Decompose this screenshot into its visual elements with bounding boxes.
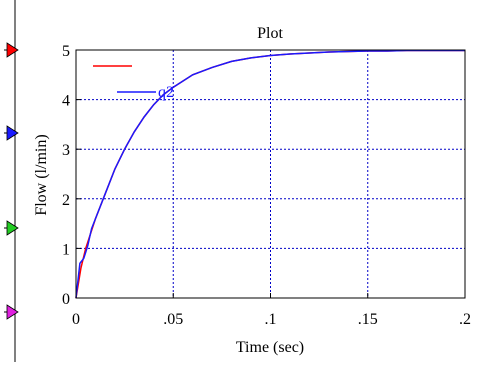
axis-tick-labels: 0 .05 .1 .15 .2 0 1 2 3 4 5: [62, 43, 471, 328]
grid-lines: [76, 50, 465, 298]
legend: q2: [93, 65, 174, 101]
legend-label-q2: q2: [158, 84, 174, 101]
x-axis-title: Time (sec): [236, 339, 304, 356]
y-tick-label: 4: [62, 93, 70, 110]
port-green-arrow-icon[interactable]: [6, 220, 19, 236]
port-magenta-arrow-icon[interactable]: [6, 304, 19, 320]
x-tick-label: 0: [72, 311, 80, 328]
chart-title: Plot: [257, 25, 283, 42]
series-line-q2: [75, 49, 465, 299]
y-tick-label: 1: [62, 241, 70, 258]
x-tick-label: .05: [163, 311, 183, 328]
port-blue-arrow-icon[interactable]: [6, 125, 19, 141]
x-tick-label: .15: [358, 311, 378, 328]
y-tick-label: 5: [62, 43, 70, 60]
series-group: [75, 49, 465, 299]
y-axis-title: Flow (l/min): [33, 134, 50, 215]
x-tick-label: .2: [459, 311, 471, 328]
y-tick-label: 3: [62, 142, 70, 159]
x-tick-label: .1: [265, 311, 277, 328]
port-red-arrow-icon[interactable]: [6, 42, 19, 58]
y-tick-label: 2: [62, 192, 70, 209]
y-tick-label: 0: [62, 291, 70, 308]
port-strip: [4, 42, 19, 320]
axis-ticks: [75, 49, 466, 299]
